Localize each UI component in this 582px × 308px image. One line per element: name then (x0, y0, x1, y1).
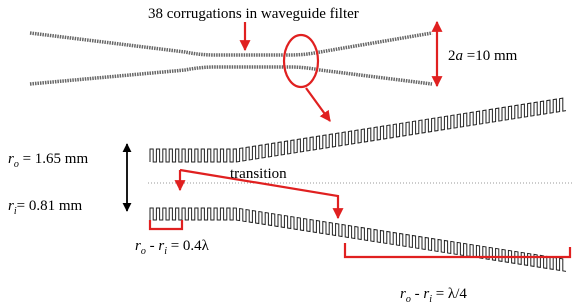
text: = 0.4λ (167, 238, 210, 254)
depth-short-label: ro - ri = 0.4λ (135, 238, 210, 257)
text: =10 mm (463, 48, 518, 64)
filter-note: 38 corrugations in waveguide filter (148, 6, 359, 22)
text: = λ/4 (432, 286, 467, 302)
text: = 1.65 mm (19, 151, 89, 167)
upper-corrugation (150, 98, 566, 162)
short-bracket (150, 220, 182, 229)
diameter-label: 2a =10 mm (448, 48, 518, 64)
text: a (456, 48, 464, 64)
transition-label: transition (230, 166, 287, 182)
inner-radius-label: ri= 0.81 mm (8, 198, 83, 217)
diagram: 38 corrugations in waveguide filter 2a =… (0, 0, 582, 308)
waveguide-bottom-wall (30, 67, 432, 84)
depth-quarter-label: ro - ri = λ/4 (400, 286, 467, 305)
zoom-arrow (306, 88, 330, 121)
outer-radius-label: ro = 1.65 mm (8, 151, 88, 170)
text: - (146, 238, 159, 254)
text: - (411, 286, 424, 302)
zoom-ellipse (284, 35, 318, 87)
lower-corrugation (150, 208, 566, 271)
waveguide-top-wall (30, 33, 432, 55)
text: 2 (448, 48, 456, 64)
text: = 0.81 mm (17, 198, 83, 214)
